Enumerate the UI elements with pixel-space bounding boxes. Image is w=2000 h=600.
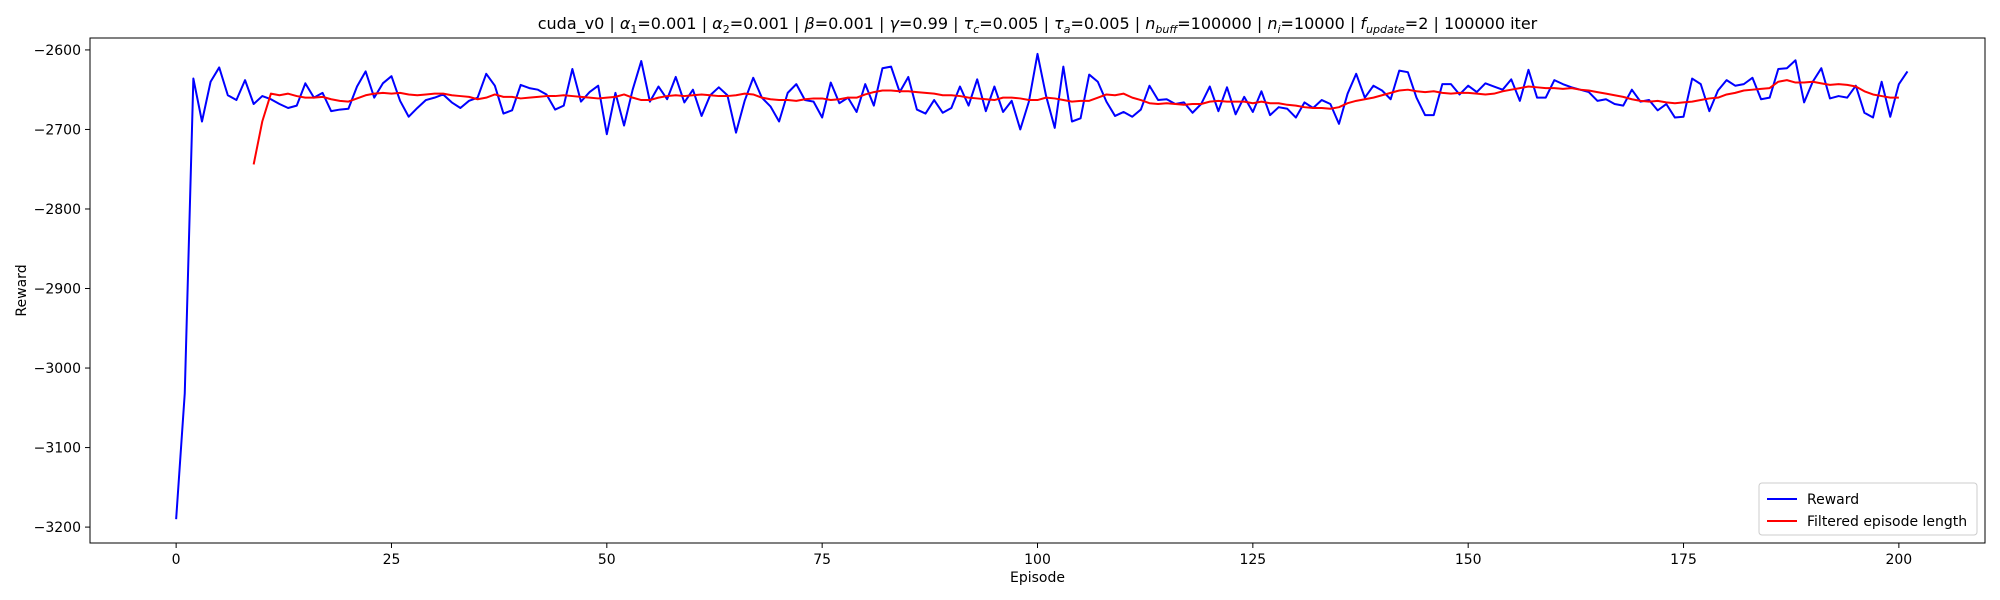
y-tick-label: −3000	[34, 361, 81, 377]
title-segment: =2 | 100000 iter	[1405, 14, 1538, 33]
title-segment: =10000 |	[1281, 14, 1361, 33]
title-segment: =0.001 |	[637, 14, 712, 33]
title-segment: =0.005 |	[979, 14, 1054, 33]
x-tick-label: 0	[172, 552, 181, 568]
title-segment: =100000 |	[1177, 14, 1267, 33]
y-axis-label: Reward	[14, 264, 30, 316]
y-tick-label: −2800	[34, 202, 81, 218]
title-segment: update	[1366, 23, 1405, 36]
y-tick-label: −2600	[34, 43, 81, 59]
title-segment: i	[1277, 23, 1280, 36]
title-segment: =0.99 |	[899, 14, 964, 33]
legend-entry-label: Reward	[1807, 492, 1859, 508]
title-segment: n	[1267, 14, 1277, 33]
title-segment: 1	[630, 23, 637, 36]
x-tick-label: 175	[1670, 552, 1697, 568]
reward-series-line	[175, 52, 1909, 520]
title-segment: cuda_v0 |	[538, 14, 620, 34]
legend: Reward Filtered episode length	[1758, 482, 1978, 536]
legend-box	[1758, 482, 1978, 536]
title-segment: 2	[723, 23, 730, 36]
series-layer	[175, 52, 1909, 520]
title-segment: c	[973, 23, 979, 36]
title-segment: τ	[964, 14, 974, 33]
title-segment: =0.001 |	[815, 14, 890, 33]
x-tick-label: 150	[1455, 552, 1482, 568]
y-tick-label: −3100	[34, 441, 81, 457]
title-segment: γ	[890, 14, 901, 33]
x-tick-label: 75	[813, 552, 831, 568]
title-segment: =0.001 |	[730, 14, 805, 33]
title-segment: α	[712, 14, 723, 33]
title-segment: α	[620, 14, 631, 33]
title-segment: a	[1064, 23, 1071, 36]
title-segment: n	[1145, 14, 1155, 33]
x-axis-label: Episode	[1010, 570, 1065, 586]
filtered-episode-length-series-line	[252, 79, 1899, 165]
title-segment: buff	[1155, 23, 1178, 36]
title-segment: τ	[1054, 14, 1064, 33]
x-tick-label: 100	[1024, 552, 1051, 568]
chart-title: cuda_v0 | α1=0.001 | α2=0.001 | β=0.001 …	[538, 14, 1538, 36]
title-segment: f	[1360, 14, 1368, 33]
y-tick-label: −2700	[34, 122, 81, 138]
x-axis-ticks: 0 25 50 75 100 125 150 175 200	[172, 543, 1912, 568]
title-segment: β	[804, 14, 815, 33]
x-tick-label: 200	[1885, 552, 1912, 568]
x-tick-label: 25	[383, 552, 401, 568]
x-tick-label: 50	[598, 552, 616, 568]
y-tick-label: −2900	[34, 282, 81, 298]
title-segment: =0.005 |	[1070, 14, 1145, 33]
y-tick-label: −3200	[34, 520, 81, 536]
x-tick-label: 125	[1239, 552, 1266, 568]
legend-entry-label: Filtered episode length	[1807, 514, 1967, 530]
y-axis-ticks: −3200 −3100 −3000 −2900 −2800 −2700 −2600	[34, 43, 90, 536]
